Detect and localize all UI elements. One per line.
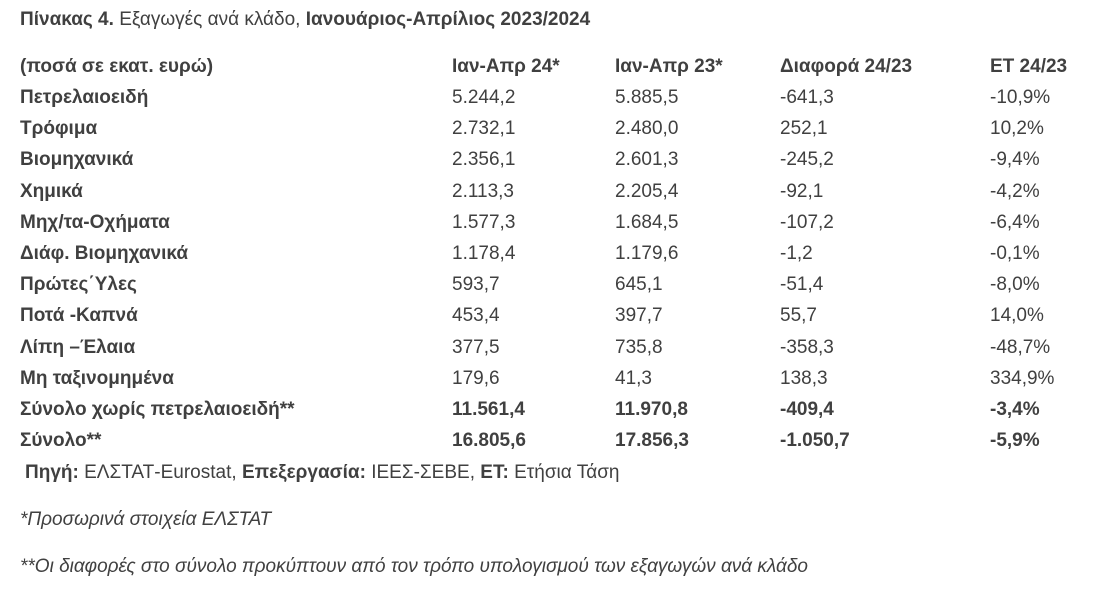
cell: 14,0% [990, 305, 1044, 327]
row-label: Μη ταξινομημένα [20, 367, 174, 389]
cell: Ιαν-Απρ 24* [452, 56, 560, 77]
source-label: Επεξεργασία: [241, 462, 366, 483]
cell: 252,1 [780, 118, 828, 140]
cell: -92,1 [780, 180, 824, 202]
cell: 645,1 [615, 274, 663, 296]
cell: -51,4 [780, 274, 824, 296]
table-row: Λίπη –Έλαια 377,5 735,8 -358,3 -48,7% [0, 337, 1107, 368]
row-label: Μηχ/τα-Οχήματα [20, 211, 170, 233]
cell: -9,4% [990, 149, 1040, 171]
title-part: Εξαγωγές ανά κλάδο, [119, 9, 301, 30]
cell: 16.805,6 [452, 430, 526, 452]
row-label: Βιομηχανικά [20, 149, 134, 171]
cell: -10,9% [990, 87, 1051, 108]
row-label: Σύνολο χωρίς πετρελαιοειδή** [20, 399, 295, 420]
source-label: Πηγή: [25, 462, 79, 483]
cell: -48,7% [990, 336, 1051, 358]
cell: 593,7 [452, 274, 500, 296]
cell: -409,4 [780, 399, 834, 420]
row-label: Σύνολο** [20, 430, 102, 452]
header-row: (ποσά σε εκατ. ευρώ) Ιαν-Απρ 24* Ιαν-Απρ 2… [0, 56, 1107, 87]
cell: 138,3 [780, 367, 828, 389]
cell: 2.732,1 [452, 118, 516, 140]
note: *Προσωρινά στοιχεία ΕΛΣΤΑΤ [20, 509, 272, 530]
cell: 41,3 [615, 367, 652, 389]
cell: 1.178,4 [452, 243, 516, 264]
cell: ΕΤ 24/23 [990, 56, 1068, 77]
row-label: Ποτά -Καπνά [20, 305, 138, 327]
cell: -3,4% [990, 399, 1040, 420]
cell: 397,7 [615, 305, 663, 327]
cell: Διαφορά 24/23 [780, 56, 913, 77]
cell: -0,1% [990, 243, 1040, 264]
cell: -358,3 [780, 336, 834, 358]
row-label: Τρόφιμα [20, 118, 98, 140]
cell: 179,6 [452, 367, 500, 389]
table-row: Πετρελαιοειδή 5.244,2 5.885,5 -641,3 -10,9% [0, 87, 1107, 118]
source-text: Ετήσια Τάση [514, 462, 620, 483]
title-part: Ιανουάριος-Απρίλιος 2023/2024 [305, 9, 591, 30]
table-row: Χημικά 2.113,3 2.205,4 -92,1 -4,2% [0, 181, 1107, 212]
source-text: ΙΕΕΣ-ΣΕΒΕ, [371, 462, 475, 483]
row-label: Χημικά [20, 180, 83, 202]
title: Πίνακας 4. Εξαγωγές ανά κλάδο, Ιανουάριο… [20, 9, 590, 31]
cell: 55,7 [780, 305, 817, 327]
cell: 17.856,3 [615, 430, 689, 452]
cell: -1.050,7 [780, 430, 850, 452]
cell: -8,0% [990, 274, 1040, 296]
table-row: Πρώτες΄Υλες 593,7 645,1 -51,4 -8,0% [0, 274, 1107, 305]
cell: 2.113,3 [452, 180, 514, 202]
cell: 2.480,0 [615, 118, 679, 140]
cell: 11.970,8 [615, 399, 688, 420]
source: Πηγή: ΕΛΣΤΑΤ-Eurostat, Επεξεργασία: ΙΕΕΣ… [25, 462, 620, 484]
row-label: (ποσά σε εκατ. ευρώ) [20, 56, 214, 77]
cell: -5,9% [990, 430, 1040, 452]
cell: 334,9% [990, 367, 1055, 389]
title-part: Πίνακας 4. [20, 9, 114, 30]
cell: -245,2 [780, 149, 834, 171]
table-row: Μη ταξινομημένα 179,6 41,3 138,3 334,9% [0, 368, 1107, 399]
cell: 1.684,5 [615, 211, 679, 233]
cell: 2.356,1 [452, 149, 516, 171]
cell: 2.601,3 [615, 149, 679, 171]
cell: 11.561,4 [452, 399, 525, 420]
row-label: Διάφ. Βιομηχανικά [20, 243, 189, 264]
row-label: Πρώτες΄Υλες [20, 274, 137, 296]
cell: -4,2% [990, 180, 1040, 202]
table-row: Ποτά -Καπνά 453,4 397,7 55,7 14,0% [0, 305, 1107, 336]
cell: -6,4% [990, 211, 1040, 233]
cell: 1.179,6 [615, 243, 679, 264]
cell: 735,8 [615, 336, 663, 358]
note: **Οι διαφορές στο σύνολο προκύπτουν από … [20, 556, 808, 577]
source-label: ΕΤ: [480, 462, 509, 483]
cell: 5.885,5 [615, 87, 679, 108]
row-label: Πετρελαιοειδή [20, 87, 149, 108]
table-row: Διάφ. Βιομηχανικά 1.178,4 1.179,6 -1,2 -0,1% [0, 243, 1107, 274]
cell: 5.244,2 [452, 87, 516, 108]
table-row: Σύνολο** 16.805,6 17.856,3 -1.050,7 -5,9% [0, 430, 1107, 461]
cell: Ιαν-Απρ 23* [615, 56, 723, 77]
cell: -1,2 [780, 243, 813, 264]
cell: 10,2% [990, 118, 1044, 140]
row-label: Λίπη –Έλαια [20, 336, 136, 358]
table-row: Βιομηχανικά 2.356,1 2.601,3 -245,2 -9,4% [0, 149, 1107, 180]
cell: 2.205,4 [615, 180, 679, 202]
table-row: Μηχ/τα-Οχήματα 1.577,3 1.684,5 -107,2 -6,4% [0, 212, 1107, 243]
table-row: Τρόφιμα 2.732,1 2.480,0 252,1 10,2% [0, 118, 1107, 149]
cell: 453,4 [452, 305, 500, 327]
cell: 377,5 [452, 336, 500, 358]
cell: 1.577,3 [452, 211, 516, 233]
source-text: ΕΛΣΤΑΤ-Eurostat, [84, 462, 237, 483]
table-row: Σύνολο χωρίς πετρελαιοειδή** 11.561,4 11.9… [0, 399, 1107, 430]
cell: -107,2 [780, 211, 834, 233]
cell: -641,3 [780, 87, 834, 108]
